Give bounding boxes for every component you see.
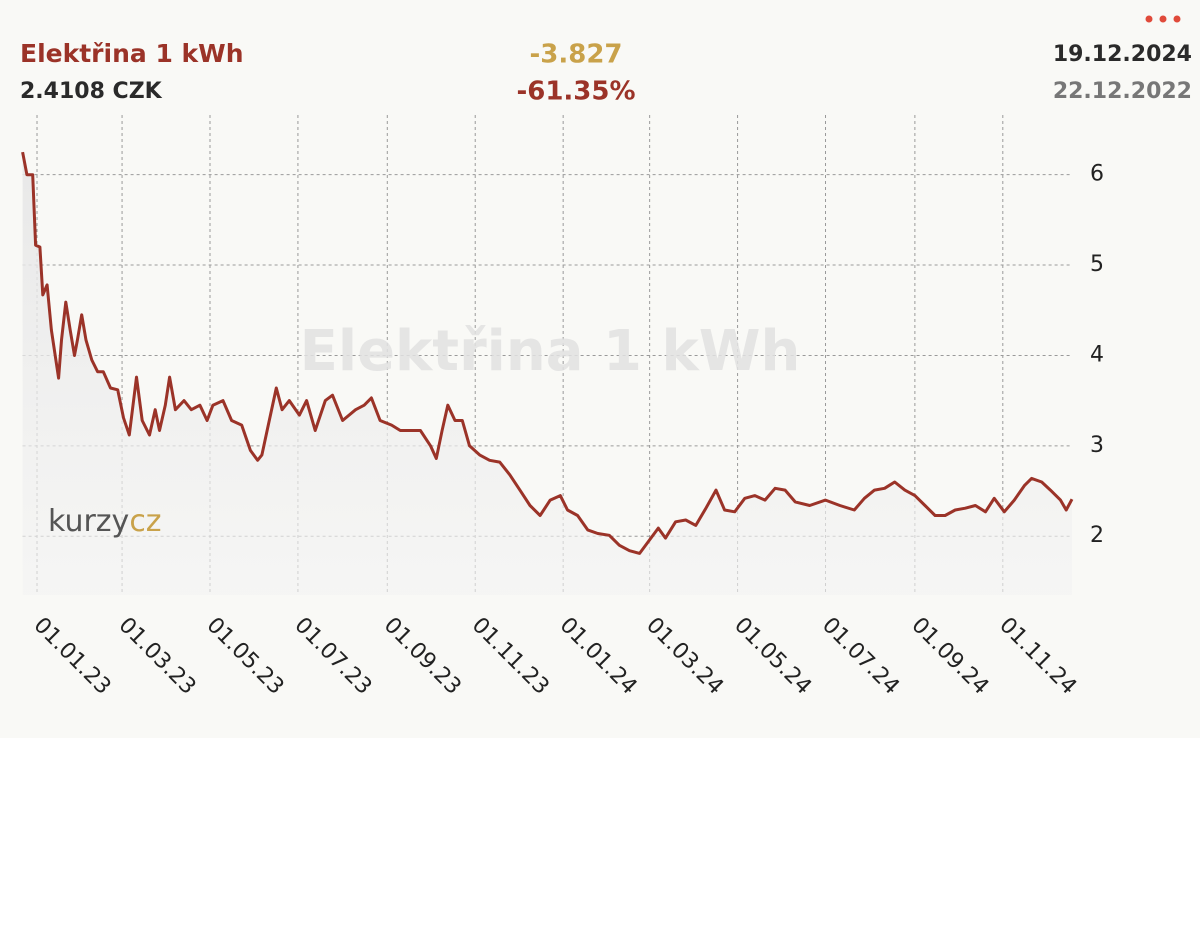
y-tick-label: 2 <box>1090 523 1104 548</box>
y-tick-label: 5 <box>1090 252 1104 277</box>
title: Elektřina 1 kWh <box>20 39 244 68</box>
logo-accent: cz <box>129 504 161 539</box>
y-tick-label: 4 <box>1090 342 1104 367</box>
line <box>21 151 1074 555</box>
date-end: 19.12.2024 <box>1053 42 1192 67</box>
menu-dot[interactable] <box>1145 15 1153 23</box>
date-start: 22.12.2022 <box>1053 79 1192 104</box>
logo: kurzycz <box>48 504 162 539</box>
menu-dot[interactable] <box>1173 15 1181 23</box>
y-tick-label: 3 <box>1090 433 1104 458</box>
y-tick-label: 6 <box>1090 162 1104 187</box>
chart-background <box>0 0 1200 738</box>
change: -3.827 <box>529 40 622 70</box>
area <box>22 152 1073 595</box>
change-percent: -61.35% <box>516 77 635 107</box>
menu-button[interactable] <box>1145 15 1181 23</box>
logo-text: kurzy <box>48 504 129 539</box>
current-value: 2.4108 CZK <box>20 79 163 104</box>
menu-dot[interactable] <box>1159 15 1167 23</box>
watermark: Elektřina 1 kWh <box>300 319 801 384</box>
plot <box>21 151 1074 595</box>
